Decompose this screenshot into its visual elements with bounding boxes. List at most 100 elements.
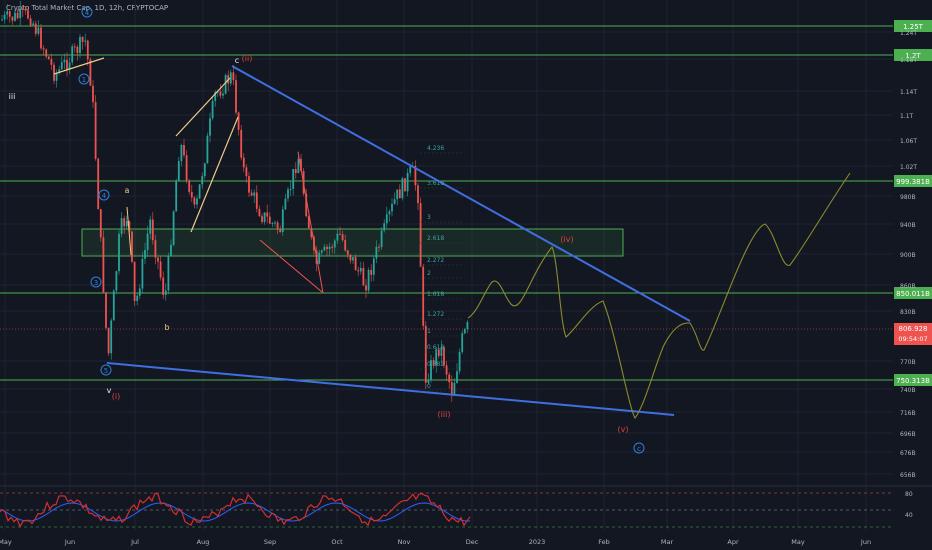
- candle-body: [258, 208, 261, 217]
- candlesticks: [1, 1, 469, 402]
- wave-line: [126, 206, 132, 256]
- candle-body: [164, 290, 167, 295]
- candle-body: [328, 246, 331, 250]
- fib-label: 0.618: [427, 344, 444, 351]
- candle-body: [128, 221, 131, 232]
- x-tick: Sep: [264, 538, 276, 546]
- countdown-label: 09:54:07: [898, 335, 927, 343]
- wave-circle: [98, 189, 110, 201]
- candle-body: [131, 231, 133, 262]
- candle-body: [341, 234, 344, 241]
- wave-label: (v): [618, 425, 629, 434]
- candle-body: [292, 169, 295, 189]
- candle-body: [372, 258, 375, 275]
- candle-body: [409, 166, 412, 173]
- wave-label: 1: [82, 76, 86, 84]
- y-tick: 830B: [900, 309, 916, 316]
- candle-body: [224, 75, 227, 94]
- zone-rect: [81, 228, 624, 257]
- x-tick: Nov: [398, 538, 411, 546]
- wave-label: (iv): [560, 235, 573, 244]
- candle-body: [445, 365, 448, 375]
- candle-body: [209, 118, 211, 136]
- candle-body: [367, 269, 370, 291]
- fib-label: 2: [427, 270, 431, 277]
- candle-body: [323, 246, 326, 251]
- candle-body: [97, 158, 100, 210]
- candle-body: [245, 167, 248, 177]
- candle-body: [68, 62, 71, 70]
- fib-label: 4.236: [427, 145, 444, 152]
- trendlines: [53, 57, 691, 416]
- x-tick: Jul: [130, 538, 139, 546]
- price-axis: 1.25T 1.2T 999.381B 850.011B 750.313B 1.24T 1.…: [894, 20, 932, 479]
- candle-body: [333, 240, 336, 248]
- candle-body: [110, 320, 113, 354]
- y-tick: 1.14T: [900, 89, 917, 96]
- candle-body: [190, 191, 193, 198]
- candle-body: [268, 216, 271, 224]
- candle-body: [463, 329, 466, 334]
- x-tick: 2023: [529, 538, 546, 546]
- candle-body: [86, 40, 89, 60]
- candle-body: [232, 72, 235, 81]
- candle-body: [105, 292, 107, 328]
- candle-body: [53, 64, 55, 81]
- candle-body: [50, 59, 53, 65]
- candle-body: [437, 349, 440, 356]
- time-axis: May Jun Jul Aug Sep Oct Nov Dec 2023 Feb Mar Apr May…: [0, 538, 871, 546]
- x-tick: Feb: [598, 538, 610, 546]
- candle-body: [339, 233, 341, 235]
- wave-circle: [90, 276, 102, 288]
- candle-body: [281, 209, 284, 233]
- candle-body: [458, 351, 461, 372]
- candle-body: [177, 161, 180, 182]
- candle-body: [365, 285, 367, 291]
- level-label: 750.313B: [896, 377, 930, 385]
- rsi-tick: 40: [905, 512, 913, 519]
- candle-body: [453, 382, 456, 396]
- candle-body: [154, 240, 157, 258]
- level-label: 999.381B: [896, 178, 930, 186]
- fib-label: 2.618: [427, 235, 444, 242]
- level-tag: [894, 175, 932, 187]
- candle-body: [385, 214, 388, 224]
- candle-body: [16, 12, 19, 19]
- x-tick: Dec: [466, 538, 479, 546]
- candle-body: [430, 360, 432, 381]
- candle-body: [29, 18, 32, 26]
- y-tick: 1.18T: [900, 57, 917, 64]
- wave-label: 3: [94, 279, 98, 287]
- candle-body: [279, 229, 282, 233]
- candle-body: [383, 223, 386, 231]
- wave-label: iii: [9, 92, 16, 101]
- wave-label: v: [107, 386, 112, 395]
- candle-body: [242, 157, 245, 168]
- wave-line: [175, 77, 231, 137]
- y-tick: 980B: [900, 194, 916, 201]
- candle-body: [89, 59, 92, 86]
- candle-body: [219, 91, 222, 96]
- x-tick: Apr: [727, 538, 739, 546]
- candle-body: [157, 257, 159, 262]
- candle-body: [94, 102, 97, 159]
- y-tick: 860B: [900, 283, 916, 290]
- candle-body: [175, 181, 178, 212]
- x-tick: Jun: [64, 538, 75, 546]
- level-tag: [894, 287, 932, 299]
- candle-body: [183, 145, 185, 156]
- candle-body: [354, 257, 357, 271]
- candle-body: [235, 80, 237, 113]
- candle-body: [336, 233, 339, 241]
- wave-label: a: [125, 186, 130, 195]
- y-tick: 1.24T: [900, 30, 917, 37]
- candle-body: [307, 216, 310, 229]
- candle-body: [188, 180, 191, 192]
- candle-body: [443, 347, 445, 366]
- candle-body: [320, 250, 323, 253]
- candle-body: [167, 255, 170, 291]
- x-tick: May: [0, 538, 12, 546]
- fib-label: 1.618: [427, 291, 444, 298]
- candle-body: [92, 85, 94, 103]
